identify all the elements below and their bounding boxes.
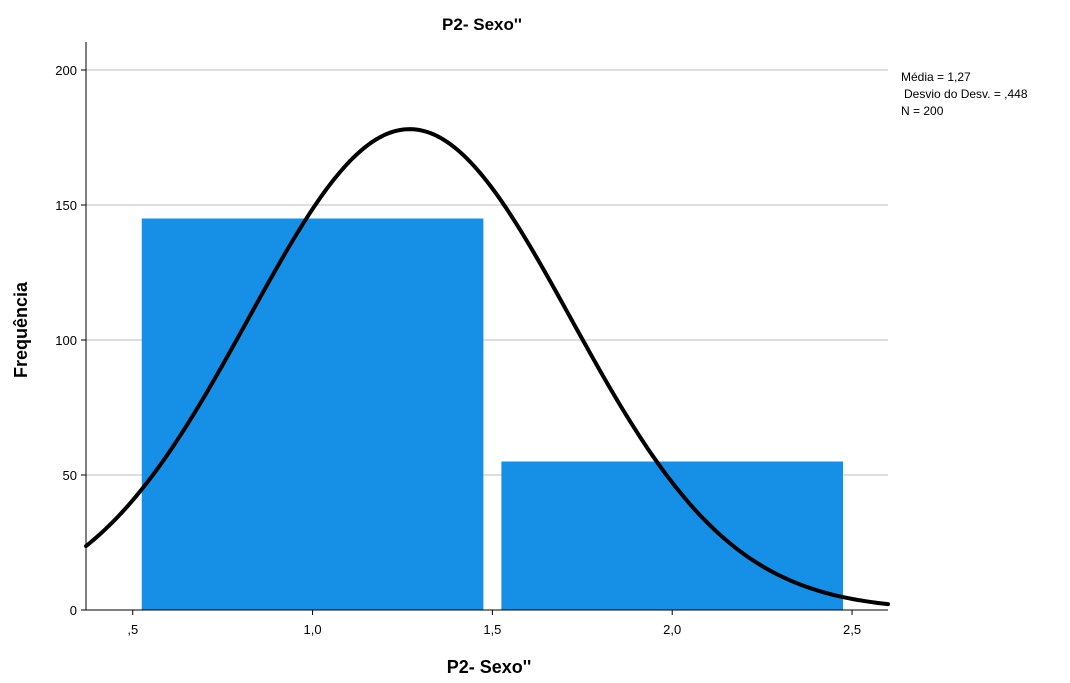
- axes: [85, 42, 888, 611]
- y-axis-title: Frequência: [11, 281, 31, 378]
- x-tick-label: ,5: [127, 622, 138, 637]
- y-tick-label: 50: [63, 468, 77, 483]
- tick-labels: 0 50 100 150 200 ,5 1,0 1,5 2,0 2,5: [55, 63, 861, 637]
- stats-sd: Desvio do Desv. = ,448: [904, 87, 1028, 101]
- y-tick-label: 200: [55, 63, 77, 78]
- normal-curve-layer: [84, 127, 890, 607]
- y-tick-label: 100: [55, 333, 77, 348]
- stats-n: N = 200: [901, 104, 944, 118]
- stats-mean: Média = 1,27: [901, 70, 971, 84]
- normal-curve: [84, 127, 890, 607]
- x-tick-label: 2,0: [663, 622, 681, 637]
- histogram-bars: [141, 218, 844, 610]
- x-axis-title: P2- Sexo'': [447, 657, 532, 677]
- x-tick-label: 1,5: [483, 622, 501, 637]
- y-tick-label: 150: [55, 198, 77, 213]
- histogram-bar: [501, 461, 844, 610]
- histogram-bar: [141, 218, 484, 610]
- chart-title: P2- Sexo'': [442, 15, 522, 34]
- x-tick-label: 2,5: [843, 622, 861, 637]
- x-tick-label: 1,0: [304, 622, 322, 637]
- stats-box: Média = 1,27 Desvio do Desv. = ,448 N = …: [901, 70, 1028, 118]
- y-tick-label: 0: [70, 603, 77, 618]
